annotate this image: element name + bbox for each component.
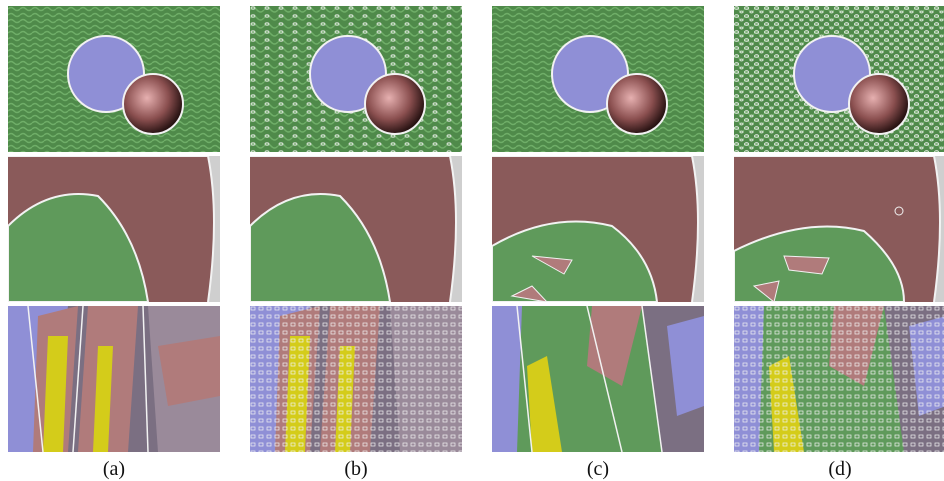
panel-c-row1	[492, 6, 704, 152]
panel-a-row2	[8, 156, 220, 302]
panel-b-row3	[250, 306, 462, 452]
panel-c-row2	[492, 156, 704, 302]
panel-b-row2	[250, 156, 462, 302]
panel-a-row1	[8, 6, 220, 152]
panel-d-row1	[734, 6, 944, 152]
caption-a: (a)	[102, 458, 126, 480]
caption-c: (c)	[586, 458, 610, 480]
panel-a-row3	[8, 306, 220, 452]
panel-d-row3	[734, 306, 944, 452]
panel-b-row1	[250, 6, 462, 152]
caption-b: (b)	[344, 458, 368, 480]
caption-d: (d)	[828, 458, 852, 480]
panel-d-row2	[734, 156, 944, 302]
panel-c-row3	[492, 306, 704, 452]
